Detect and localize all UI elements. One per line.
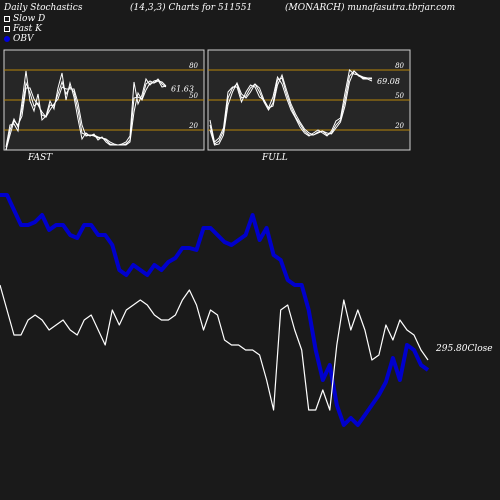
full-last-value-label: 69.08 [377,77,400,86]
full-stoch-line-2 [209,70,373,146]
fast-last-value-label: 61.63 [171,84,194,93]
full-ytick-label-50: 50 [395,92,404,100]
price-line [0,284,429,411]
fast-panel-title: FAST [28,153,53,163]
legend-slow-d-swatch [4,16,10,22]
fast-ytick-label-20: 20 [188,122,198,130]
close-price-label: 295.80Close [435,344,493,354]
legend-slow-d-label: Slow D [13,14,46,24]
chart-header-left: Daily Stochastics [4,3,83,13]
obv-line [0,193,430,427]
legend-fast-k-label: Fast K [13,24,42,34]
fast-stoch-line-0 [5,70,167,148]
chart-header-center: (14,3,3) Charts for 511551 [130,3,253,13]
fast-ytick-label-50: 50 [189,92,198,100]
legend-obv-swatch [4,36,10,42]
legend-obv: OBV [4,34,34,44]
legend-obv-label: OBV [13,34,34,44]
full-panel-title: FULL [262,153,288,163]
legend-slow-d: Slow D [4,14,45,24]
fast-stoch-line-2 [5,80,167,151]
full-ytick-label-80: 80 [395,62,404,70]
legend-fast-k: Fast K [4,24,42,34]
legend-fast-k-swatch [4,26,10,32]
full-stoch-line-0 [209,69,372,143]
chart-header-right: (MONARCH) munafasutra.tbrjar.com [285,3,456,13]
full-ytick-label-20: 20 [394,122,404,130]
fast-ytick-label-80: 80 [189,62,198,70]
